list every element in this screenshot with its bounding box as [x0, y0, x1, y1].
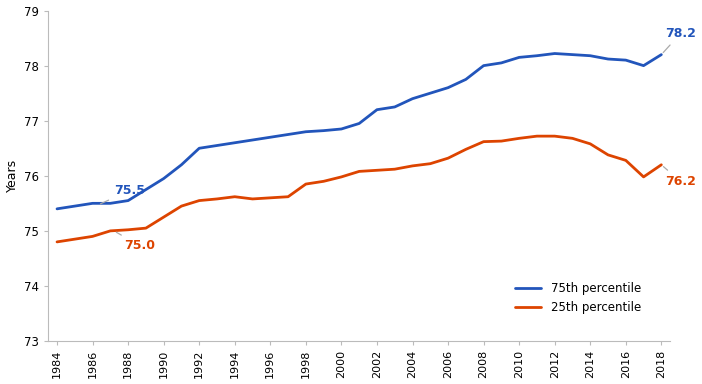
- 75th percentile: [497, 61, 505, 65]
- 75th percentile: [550, 51, 559, 56]
- 25th percentile: [533, 134, 541, 139]
- 75th percentile: [142, 187, 150, 192]
- 25th percentile: [409, 164, 417, 168]
- 75th percentile: [640, 63, 648, 68]
- Line: 75th percentile: 75th percentile: [57, 53, 661, 209]
- 75th percentile: [462, 77, 470, 82]
- 75th percentile: [213, 143, 221, 148]
- 75th percentile: [515, 55, 524, 60]
- 25th percentile: [479, 139, 488, 144]
- 75th percentile: [479, 63, 488, 68]
- 75th percentile: [568, 52, 576, 57]
- 75th percentile: [249, 138, 257, 142]
- 25th percentile: [302, 182, 310, 186]
- 25th percentile: [337, 175, 345, 179]
- 75th percentile: [177, 162, 185, 167]
- Text: 78.2: 78.2: [663, 27, 696, 53]
- 75th percentile: [444, 85, 452, 90]
- 75th percentile: [426, 91, 435, 96]
- 25th percentile: [106, 228, 114, 233]
- 75th percentile: [284, 132, 292, 137]
- 25th percentile: [373, 168, 381, 172]
- 75th percentile: [390, 105, 399, 109]
- 75th percentile: [533, 53, 541, 58]
- 75th percentile: [124, 198, 133, 203]
- 75th percentile: [355, 121, 364, 126]
- 25th percentile: [159, 215, 168, 219]
- 25th percentile: [657, 162, 665, 167]
- 25th percentile: [515, 136, 524, 141]
- 25th percentile: [319, 179, 328, 184]
- 25th percentile: [621, 158, 630, 163]
- 25th percentile: [284, 194, 292, 199]
- 25th percentile: [550, 134, 559, 139]
- 25th percentile: [426, 161, 435, 166]
- 25th percentile: [604, 152, 612, 157]
- 25th percentile: [266, 195, 274, 200]
- 25th percentile: [230, 194, 239, 199]
- 75th percentile: [337, 127, 345, 131]
- Line: 25th percentile: 25th percentile: [57, 136, 661, 242]
- 75th percentile: [302, 129, 310, 134]
- 25th percentile: [53, 240, 61, 244]
- 75th percentile: [230, 141, 239, 145]
- 75th percentile: [106, 201, 114, 206]
- 25th percentile: [195, 198, 204, 203]
- 25th percentile: [568, 136, 576, 141]
- 25th percentile: [177, 204, 185, 209]
- 25th percentile: [249, 197, 257, 201]
- 75th percentile: [195, 146, 204, 151]
- 25th percentile: [497, 139, 505, 143]
- 25th percentile: [124, 227, 133, 232]
- 75th percentile: [53, 207, 61, 211]
- Text: 76.2: 76.2: [663, 167, 696, 188]
- 75th percentile: [88, 201, 97, 206]
- 25th percentile: [355, 169, 364, 174]
- 75th percentile: [657, 52, 665, 57]
- 75th percentile: [409, 96, 417, 101]
- 25th percentile: [71, 237, 79, 242]
- Legend: 75th percentile, 25th percentile: 75th percentile, 25th percentile: [510, 277, 646, 319]
- 25th percentile: [640, 175, 648, 179]
- 75th percentile: [266, 135, 274, 139]
- 25th percentile: [88, 234, 97, 239]
- 75th percentile: [319, 128, 328, 133]
- 25th percentile: [444, 156, 452, 161]
- 75th percentile: [373, 108, 381, 112]
- 25th percentile: [390, 167, 399, 172]
- Y-axis label: Years: Years: [6, 159, 18, 192]
- Text: 75.5: 75.5: [100, 184, 145, 204]
- 25th percentile: [462, 147, 470, 152]
- 75th percentile: [159, 176, 168, 181]
- 25th percentile: [586, 142, 595, 146]
- 75th percentile: [71, 204, 79, 209]
- 25th percentile: [213, 197, 221, 201]
- 75th percentile: [586, 53, 595, 58]
- Text: 75.0: 75.0: [117, 232, 156, 252]
- 25th percentile: [142, 226, 150, 230]
- 75th percentile: [604, 57, 612, 61]
- 75th percentile: [621, 58, 630, 63]
